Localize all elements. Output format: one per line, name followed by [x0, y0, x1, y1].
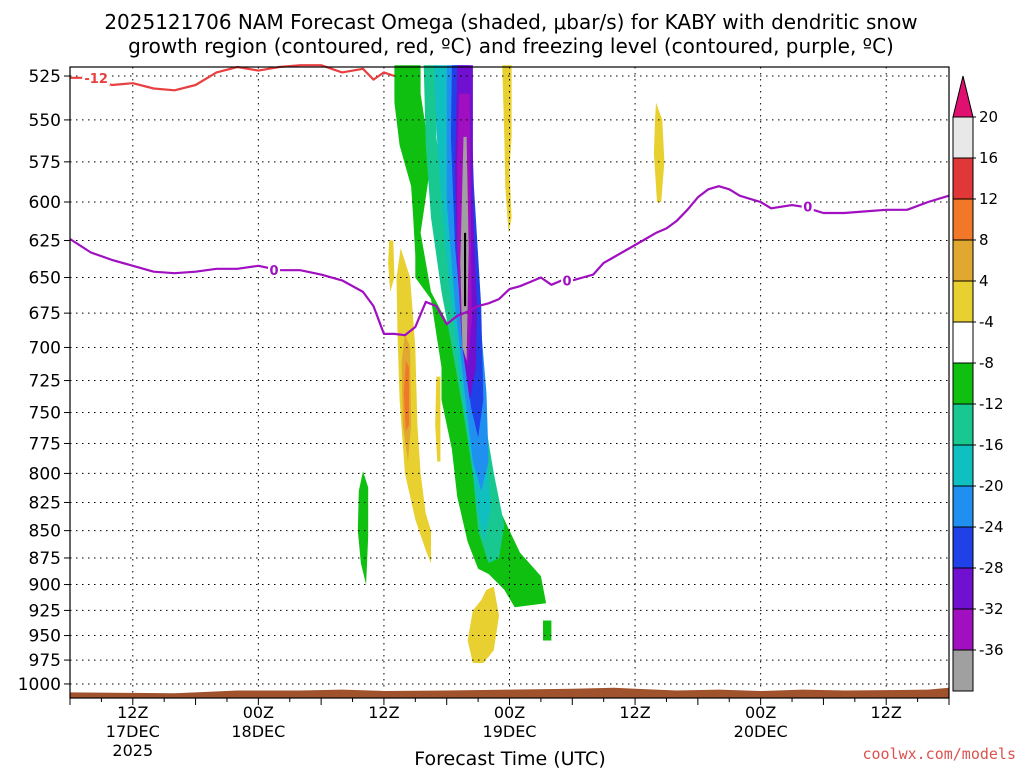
y-tick-label-775: 775 — [29, 434, 61, 454]
omega-region-17 — [467, 586, 499, 663]
colorbar-swatch-0 — [952, 116, 974, 159]
colorbar-swatch-1 — [952, 157, 974, 200]
colorbar-swatch-5 — [952, 321, 974, 364]
colorbar-swatch-13 — [952, 649, 974, 692]
y-tick-label-575: 575 — [29, 153, 61, 173]
colorbar-top-triangle — [952, 75, 974, 118]
y-tick-label-650: 650 — [29, 269, 61, 289]
contour-label-1-2: 0 — [803, 201, 812, 216]
colorbar-swatch-4 — [952, 280, 974, 323]
colorbar-label-8: -16 — [979, 436, 1004, 454]
y-tick-label-625: 625 — [29, 232, 61, 252]
y-tick-label-900: 900 — [29, 576, 61, 596]
colorbar-label-7: -12 — [979, 395, 1004, 413]
colorbar-swatch-9 — [952, 485, 974, 528]
colorbar-label-12: -32 — [979, 600, 1004, 618]
contour-lines: -12 0 0 0 — [69, 64, 950, 337]
colorbar-swatch-10 — [952, 526, 974, 569]
x-tick-label-2: 12Z — [368, 703, 399, 722]
omega-region-15 — [502, 65, 512, 233]
contour-line-minus12 — [70, 64, 395, 92]
chart-title-line1: 2025121706 NAM Forecast Omega (shaded, μ… — [104, 10, 917, 34]
x-tick-label-1: 00Z — [243, 703, 274, 722]
y-tick-label-825: 825 — [29, 493, 61, 513]
omega-region-13 — [388, 240, 395, 292]
omega-region-3 — [543, 620, 552, 641]
colorbar-label-2: 12 — [979, 190, 998, 208]
contour-line-zero — [69, 185, 950, 337]
y-tick-label-1000: 1000 — [18, 675, 61, 695]
colorbar-label-9: -20 — [979, 477, 1004, 495]
x-tick-date-3: 19DEC — [483, 722, 537, 741]
x-tick-label-5: 00Z — [745, 703, 776, 722]
y-tick-label-750: 750 — [29, 404, 61, 424]
grid-lines — [70, 67, 949, 698]
omega-region-11 — [464, 232, 467, 307]
colorbar-swatch-8 — [952, 444, 974, 487]
x-axis-label: Forecast Time (UTC) — [414, 748, 605, 768]
colorbar-legend: 20 16 12 8 4 -4 -8 -12 -16 -20 -24 -28 -32 -36 — [952, 75, 1004, 692]
omega-region-14 — [435, 376, 441, 462]
y-tick-label-700: 700 — [29, 338, 61, 358]
colorbar-swatch-11 — [952, 567, 974, 610]
colorbar-label-4: 4 — [979, 272, 989, 290]
omega-region-19 — [403, 360, 409, 432]
contour-label-bg-1-2 — [801, 199, 814, 214]
y-axis-ticks: 525 550 575 600 625 650 675 700 725 750 775 800 825 8… — [18, 67, 70, 695]
x-tick-label-6: 12Z — [871, 703, 902, 722]
x-tick-label-4: 12Z — [619, 703, 650, 722]
y-tick-label-550: 550 — [29, 111, 61, 131]
y-tick-label-725: 725 — [29, 372, 61, 392]
omega-shaded-field — [357, 65, 665, 663]
y-tick-label-525: 525 — [29, 67, 61, 87]
y-tick-label-975: 975 — [29, 651, 61, 671]
contour-label-bg-1-0 — [268, 263, 281, 278]
terrain-surface — [70, 687, 949, 698]
chart-title-line2: growth region (contoured, red, ºC) and f… — [128, 34, 894, 58]
colorbar-label-13: -36 — [979, 641, 1004, 659]
colorbar-label-5: -4 — [979, 313, 994, 331]
terrain-fill — [70, 687, 949, 698]
colorbar-label-0: 20 — [979, 108, 998, 126]
colorbar-swatch-7 — [952, 403, 974, 446]
contour-label-bg-0-0 — [82, 70, 111, 85]
omega-region-12 — [396, 248, 431, 564]
colorbar-label-6: -8 — [979, 354, 994, 372]
y-tick-label-925: 925 — [29, 601, 61, 621]
x-tick-label-3: 00Z — [494, 703, 525, 722]
x-tick-date-5: 20DEC — [734, 722, 788, 741]
colorbar-label-11: -28 — [979, 559, 1004, 577]
contour-label-0-0: -12 — [84, 72, 108, 87]
y-tick-label-950: 950 — [29, 627, 61, 647]
y-tick-label-800: 800 — [29, 464, 61, 484]
colorbar-swatch-12 — [952, 608, 974, 651]
omega-region-16 — [653, 102, 665, 202]
y-tick-label-600: 600 — [29, 193, 61, 213]
colorbar-label-3: 8 — [979, 231, 989, 249]
contour-label-bg-1-1 — [561, 273, 574, 288]
colorbar-swatch-3 — [952, 239, 974, 282]
colorbar-swatch-2 — [952, 198, 974, 241]
omega-region-1 — [394, 65, 547, 608]
x-tick-date-1: 18DEC — [231, 722, 285, 741]
colorbar-label-1: 16 — [979, 149, 998, 167]
credit-text: coolwx.com/models — [862, 745, 1016, 763]
x-tick-label-0: 12Z — [117, 703, 148, 722]
contour-label-1-0: 0 — [270, 264, 279, 279]
colorbar-label-10: -24 — [979, 518, 1004, 536]
y-tick-label-875: 875 — [29, 549, 61, 569]
x-tick-year-0: 2025 — [112, 741, 153, 760]
colorbar-swatch-6 — [952, 362, 974, 405]
omega-region-2 — [357, 471, 369, 585]
x-tick-date-0: 17DEC — [106, 722, 160, 741]
y-tick-label-675: 675 — [29, 304, 61, 324]
y-tick-label-850: 850 — [29, 522, 61, 542]
contour-label-1-1: 0 — [563, 274, 572, 289]
